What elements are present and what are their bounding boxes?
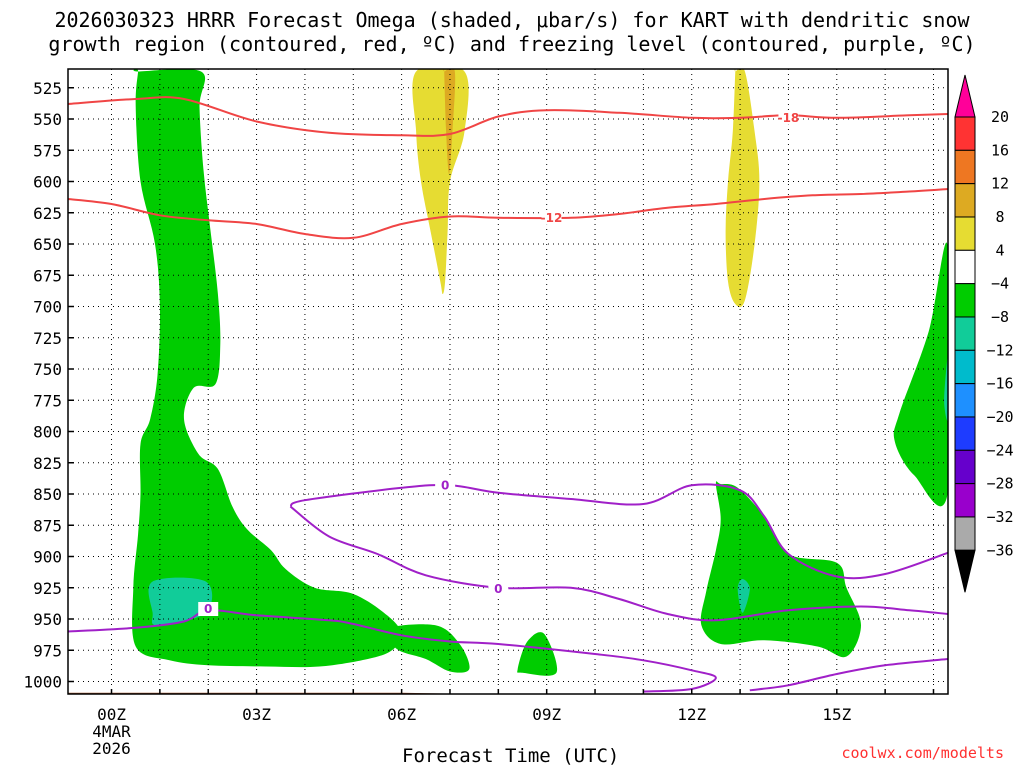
- x-axis-label: Forecast Time (UTC): [402, 745, 620, 767]
- colorbar-swatch: [954, 149, 976, 185]
- colorbar-swatch: [954, 216, 976, 251]
- colorbar-tick-label: −32: [986, 508, 1013, 526]
- contour-layer: -18 -12 0 0 0: [68, 96, 948, 693]
- y-tick-label: 850: [33, 485, 62, 504]
- frz-lower-label-bg: [198, 602, 219, 616]
- y-tick-label: 600: [33, 173, 62, 192]
- colorbar-tick-label: −12: [986, 341, 1013, 359]
- y-tick-label: 750: [33, 360, 62, 379]
- colorbar-tick-label: −4: [991, 275, 1009, 293]
- omega-orange-06z: [443, 69, 456, 174]
- y-tick-label: 525: [33, 79, 62, 98]
- colorbar-swatch: [954, 116, 976, 151]
- y-tick-label: 575: [33, 141, 62, 160]
- colorbar-swatch: [954, 516, 976, 551]
- omega-green-13z: [700, 481, 861, 658]
- x-tick-date: 4MAR: [92, 722, 131, 741]
- omega-shading: [132, 69, 948, 676]
- x-tick-label: 00Z: [97, 705, 126, 724]
- dgz-minus18-label-bg: [778, 110, 799, 125]
- colorbar-swatch: [954, 316, 976, 351]
- omega-yellow-13z: [725, 69, 760, 308]
- frz-upper-lower-branch-label: 0: [494, 582, 502, 596]
- frz-lower: [68, 609, 717, 693]
- colorbar-tick-label: −8: [991, 308, 1009, 326]
- y-tick-label: 875: [33, 516, 62, 535]
- y-tick-label: 700: [33, 298, 62, 317]
- colorbar-swatch: [954, 249, 976, 285]
- y-tick-label: 950: [33, 610, 62, 629]
- y-tick-label: 775: [33, 391, 62, 410]
- dgz-minus18: [68, 96, 948, 137]
- omega-yellow-06z: [412, 69, 469, 294]
- x-tick-label: 06Z: [387, 705, 416, 724]
- y-tick-label: 625: [33, 204, 62, 223]
- colorbar-swatch: [954, 383, 976, 418]
- frz-upper: [289, 483, 948, 580]
- colorbar-tick-label: 20: [991, 108, 1009, 126]
- dgz-minus12: [68, 188, 948, 240]
- colorbar-swatch: [954, 349, 976, 385]
- x-tick-label: 12Z: [677, 705, 706, 724]
- dgz-minus12-label-bg: [541, 210, 562, 225]
- colorbar-over-arrow: [954, 74, 976, 118]
- frz-lower-label: 0: [204, 602, 212, 616]
- colorbar-tick-label: 12: [991, 175, 1009, 193]
- y-tick-label: 825: [33, 454, 62, 473]
- omega-green-edge: [893, 242, 948, 507]
- colorbar-swatch: [954, 183, 976, 218]
- y-tick-label: 800: [33, 423, 62, 442]
- chart-title: 2026030323 HRRR Forecast Omega (shaded, …: [0, 8, 1024, 56]
- dgz-minus18-label: -18: [778, 111, 800, 125]
- colorbar-tick-label: 8: [995, 208, 1004, 226]
- x-tick-year: 2026: [92, 739, 131, 758]
- x-tick-label: 03Z: [242, 705, 271, 724]
- y-tick-label: 1000: [23, 673, 62, 692]
- credit-link[interactable]: coolwx.com/modelts: [841, 744, 1004, 762]
- title-line-2: growth region (contoured, red, ºC) and f…: [48, 32, 976, 56]
- title-line-1: 2026030323 HRRR Forecast Omega (shaded, …: [54, 8, 970, 32]
- omega-teal-13z: [737, 579, 750, 613]
- colorbar-swatch: [954, 283, 976, 318]
- omega-teal-main: [148, 577, 213, 626]
- y-tick-label: 650: [33, 235, 62, 254]
- colorbar-tick-label: −20: [986, 408, 1013, 426]
- colorbar-swatch: [954, 416, 976, 451]
- plot-frame: [67, 68, 949, 695]
- x-tick-label: 09Z: [532, 705, 561, 724]
- omega-teal-edge: [944, 356, 948, 421]
- colorbar-tick-label: −36: [986, 541, 1013, 559]
- frz-upper-label-bg: [435, 478, 456, 493]
- colorbar-tick-label: −28: [986, 475, 1013, 493]
- colorbar: 20 16 12 8 4 −4 −8 −12 −16 −20 −24 −28 −32 −36: [954, 74, 1014, 593]
- x-tick-label: 15Z: [822, 705, 851, 724]
- y-tick-label: 725: [33, 329, 62, 348]
- y-tick-label: 925: [33, 579, 62, 598]
- y-tick-label: 675: [33, 266, 62, 285]
- frz-upper-lower-branch-label-bg: [488, 582, 509, 596]
- colorbar-under-arrow: [954, 549, 976, 593]
- colorbar-tick-label: −24: [986, 441, 1013, 459]
- colorbar-swatch: [954, 483, 976, 518]
- dgz-minus12-label: -12: [541, 211, 563, 225]
- colorbar-tick-label: 4: [995, 241, 1004, 259]
- omega-green-main: [132, 69, 402, 668]
- colorbar-tick-label: 16: [991, 141, 1009, 159]
- y-tick-label: 975: [33, 641, 62, 660]
- y-tick-label: 900: [33, 548, 62, 567]
- frz-surface: [749, 658, 948, 692]
- y-axis: 525 550 575 600 625 650 675 700 725 750 775 800 825 8…: [23, 79, 74, 692]
- frz-upper-lower-branch: [289, 505, 948, 622]
- y-tick-label: 550: [33, 110, 62, 129]
- colorbar-tick-label: −16: [986, 375, 1013, 393]
- colorbar-swatch: [954, 449, 976, 485]
- frz-upper-label: 0: [441, 478, 449, 492]
